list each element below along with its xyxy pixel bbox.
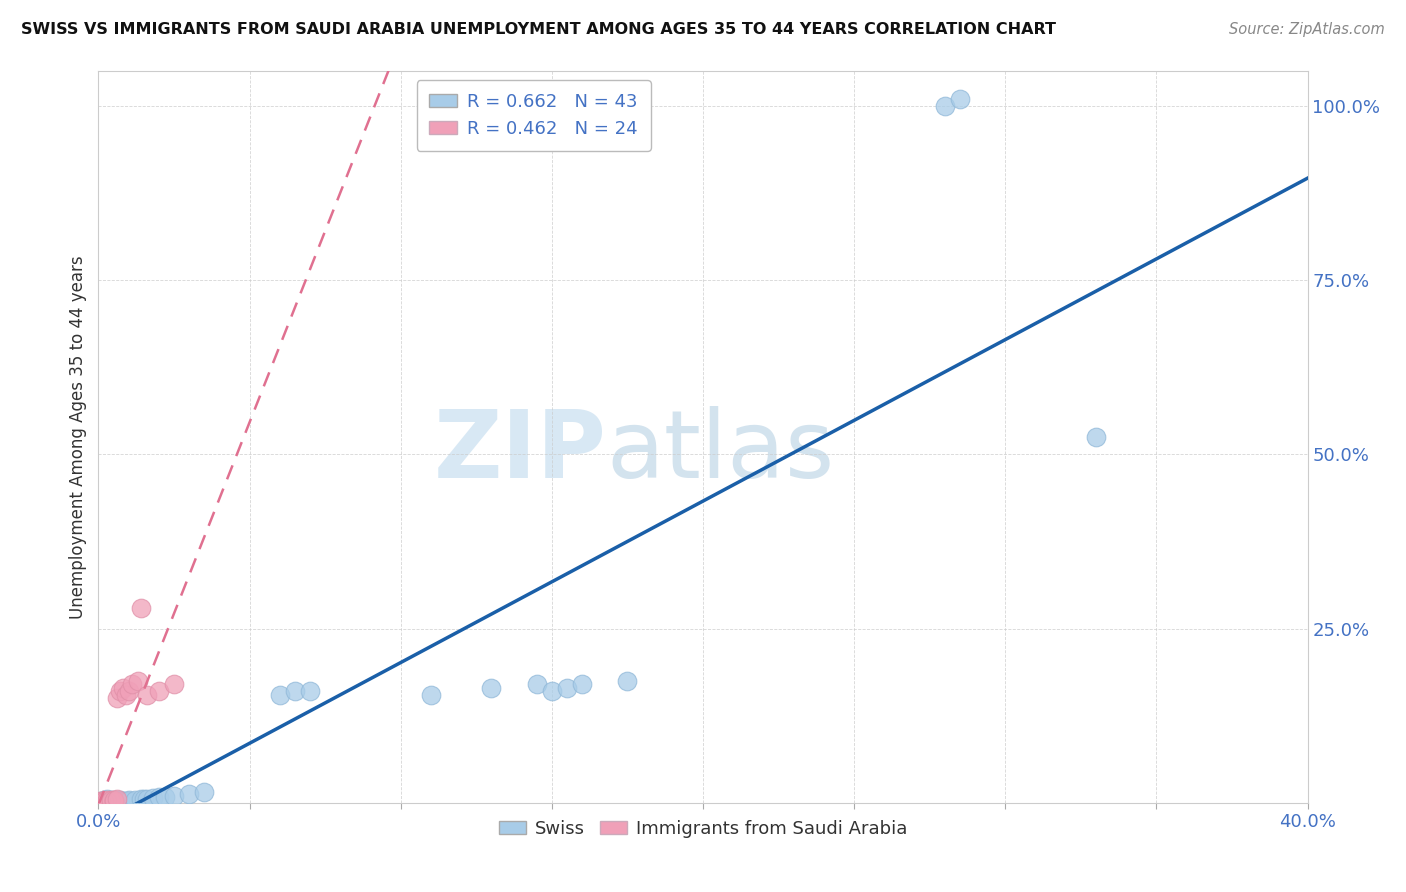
Point bbox=[135, 688, 157, 702]
Point bbox=[103, 794, 125, 808]
Point bbox=[163, 789, 186, 803]
Point bbox=[571, 677, 593, 691]
Point bbox=[103, 793, 125, 807]
Point bbox=[142, 791, 165, 805]
Point bbox=[148, 684, 170, 698]
Point bbox=[148, 790, 170, 805]
Point bbox=[111, 681, 134, 695]
Point bbox=[93, 793, 115, 807]
Point bbox=[526, 677, 548, 691]
Point bbox=[269, 688, 291, 702]
Point bbox=[114, 688, 136, 702]
Point bbox=[1085, 430, 1108, 444]
Point bbox=[555, 681, 578, 695]
Point bbox=[103, 794, 125, 808]
Point bbox=[540, 684, 562, 698]
Point bbox=[114, 794, 136, 808]
Point bbox=[103, 793, 125, 807]
Point bbox=[93, 794, 115, 808]
Point bbox=[284, 684, 307, 698]
Point bbox=[103, 794, 125, 808]
Point bbox=[118, 793, 141, 807]
Point bbox=[90, 794, 112, 808]
Point bbox=[105, 691, 128, 706]
Point bbox=[111, 794, 134, 808]
Text: atlas: atlas bbox=[606, 406, 835, 498]
Point bbox=[108, 793, 131, 807]
Y-axis label: Unemployment Among Ages 35 to 44 years: Unemployment Among Ages 35 to 44 years bbox=[69, 255, 87, 619]
Point bbox=[105, 794, 128, 808]
Point bbox=[93, 794, 115, 808]
Text: SWISS VS IMMIGRANTS FROM SAUDI ARABIA UNEMPLOYMENT AMONG AGES 35 TO 44 YEARS COR: SWISS VS IMMIGRANTS FROM SAUDI ARABIA UN… bbox=[21, 22, 1056, 37]
Point bbox=[96, 794, 118, 808]
Point bbox=[127, 673, 149, 688]
Point bbox=[100, 793, 122, 807]
Point bbox=[616, 673, 638, 688]
Point bbox=[108, 794, 131, 808]
Point bbox=[100, 794, 122, 808]
Point bbox=[193, 785, 215, 799]
Point bbox=[105, 792, 128, 806]
Point bbox=[96, 792, 118, 806]
Point bbox=[124, 793, 146, 807]
Point bbox=[100, 793, 122, 807]
Point bbox=[118, 684, 141, 698]
Point bbox=[934, 99, 956, 113]
Point bbox=[96, 794, 118, 808]
Point bbox=[105, 793, 128, 807]
Text: ZIP: ZIP bbox=[433, 406, 606, 498]
Point bbox=[135, 791, 157, 805]
Point bbox=[420, 688, 443, 702]
Point bbox=[163, 677, 186, 691]
Point bbox=[90, 794, 112, 808]
Point bbox=[179, 788, 201, 802]
Point bbox=[118, 794, 141, 808]
Point bbox=[103, 794, 125, 808]
Point bbox=[90, 794, 112, 808]
Point bbox=[129, 600, 152, 615]
Point bbox=[153, 790, 176, 805]
Point bbox=[100, 794, 122, 808]
Point bbox=[481, 681, 503, 695]
Point bbox=[93, 794, 115, 808]
Point bbox=[129, 792, 152, 806]
Point bbox=[96, 793, 118, 807]
Point bbox=[96, 794, 118, 808]
Point bbox=[132, 792, 155, 806]
Text: Source: ZipAtlas.com: Source: ZipAtlas.com bbox=[1229, 22, 1385, 37]
Point bbox=[108, 684, 131, 698]
Point bbox=[100, 794, 122, 808]
Legend: Swiss, Immigrants from Saudi Arabia: Swiss, Immigrants from Saudi Arabia bbox=[492, 813, 914, 845]
Point bbox=[96, 794, 118, 808]
Point bbox=[299, 684, 322, 698]
Point bbox=[121, 677, 143, 691]
Point bbox=[949, 92, 972, 106]
